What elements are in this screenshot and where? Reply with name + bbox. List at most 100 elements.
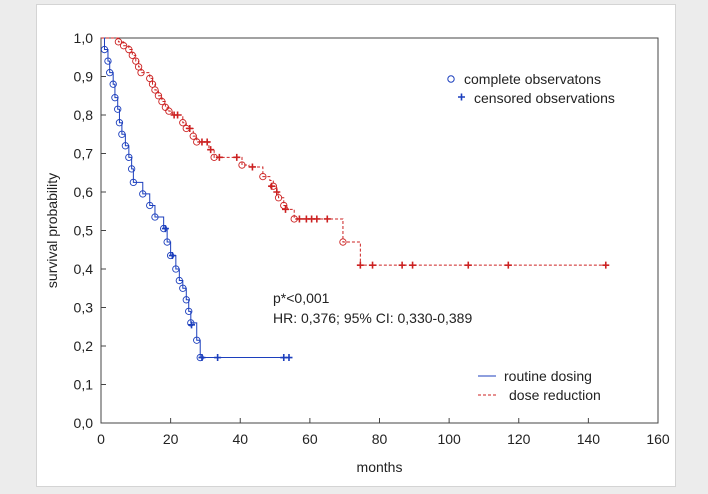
censored-observation-marker xyxy=(273,188,281,196)
censored-observation-marker xyxy=(188,321,196,329)
censored-observation-marker xyxy=(398,261,406,269)
censored-observation-marker xyxy=(248,163,256,171)
legend-dose-reduction-label: dose reduction xyxy=(509,387,601,403)
legend-complete-label: complete observatons xyxy=(464,71,601,87)
y-tick-label: 0,0 xyxy=(74,415,94,431)
complete-observation-marker xyxy=(179,284,187,292)
complete-observation-marker xyxy=(175,276,183,285)
complete-observation-marker xyxy=(165,107,173,115)
legend-complete-marker-icon xyxy=(447,75,455,83)
complete-observation-marker xyxy=(238,161,246,169)
x-tick-label: 20 xyxy=(163,431,179,447)
complete-observation-marker xyxy=(189,132,197,140)
complete-observation-marker xyxy=(109,80,117,88)
complete-observation-marker xyxy=(259,172,267,181)
complete-observation-marker xyxy=(115,119,124,127)
complete-observation-marker xyxy=(139,190,147,198)
censored-observation-marker xyxy=(282,205,290,213)
complete-observation-marker xyxy=(274,194,283,202)
censored-observation-marker xyxy=(323,215,331,223)
complete-observation-marker xyxy=(185,307,193,315)
censored-observation-marker xyxy=(602,261,610,269)
complete-observation-marker xyxy=(119,42,128,50)
axes: 0 20 40 60 80 100 120 140 160 0,0 0,1 0,2 0,3 0,4 0,5 0… xyxy=(74,30,670,447)
censored-observation-marker xyxy=(285,354,293,362)
censored-observation-marker xyxy=(168,252,176,260)
x-tick-label: 140 xyxy=(577,431,601,447)
censored-observation-marker xyxy=(313,215,321,223)
x-tick-label: 60 xyxy=(302,431,318,447)
series-legend: routine dosing dose reduction xyxy=(478,368,601,403)
y-tick-label: 0,4 xyxy=(74,261,94,277)
complete-observation-marker xyxy=(132,57,140,65)
censored-observation-marker xyxy=(268,182,276,190)
censored-observation-marker xyxy=(207,146,215,154)
x-tick-label: 0 xyxy=(97,431,105,447)
censored-observation-marker xyxy=(464,261,472,269)
complete-observation-marker xyxy=(154,92,163,100)
complete-observation-marker xyxy=(163,238,171,246)
complete-observation-marker xyxy=(128,51,136,59)
complete-observation-marker xyxy=(118,130,126,138)
y-tick-label: 0,8 xyxy=(74,107,94,123)
p-value-annotation: p*<0,001 xyxy=(273,290,330,306)
censored-observation-marker xyxy=(174,111,182,119)
y-tick-label: 0,7 xyxy=(74,146,94,162)
censored-observation-marker xyxy=(409,261,417,269)
complete-observation-marker xyxy=(151,213,159,221)
series-layer xyxy=(100,37,610,362)
x-tick-label: 160 xyxy=(646,431,670,447)
y-tick-label: 0,6 xyxy=(74,184,94,200)
y-tick-label: 0,5 xyxy=(74,223,94,239)
complete-observation-marker xyxy=(106,69,114,77)
x-tick-label: 120 xyxy=(507,431,531,447)
complete-observation-marker xyxy=(121,142,130,150)
complete-observation-marker xyxy=(146,74,154,83)
series-dose-reduction xyxy=(101,37,610,269)
x-tick-label: 100 xyxy=(437,431,461,447)
complete-observation-marker xyxy=(182,296,190,304)
censored-observation-marker xyxy=(356,261,364,269)
complete-observation-marker xyxy=(100,45,109,54)
y-tick-label: 0,2 xyxy=(74,338,94,354)
legend-censored-label: censored observations xyxy=(474,90,615,106)
chart-panel: 0 20 40 60 80 100 120 140 160 0,0 0,1 0,2 0,3 0,4 0,5 0… xyxy=(36,4,676,487)
censored-observation-marker xyxy=(215,153,223,161)
complete-observation-marker xyxy=(146,201,154,210)
legend-censored-marker-icon xyxy=(458,93,465,101)
complete-observation-marker xyxy=(179,119,187,127)
x-tick-label: 80 xyxy=(372,431,388,447)
survival-chart: 0 20 40 60 80 100 120 140 160 0,0 0,1 0,2 0,3 0,4 0,5 0… xyxy=(44,30,670,475)
complete-observation-marker xyxy=(339,238,347,246)
censored-observation-marker xyxy=(214,354,222,362)
complete-observation-marker xyxy=(193,336,201,344)
censored-observation-marker xyxy=(295,215,303,223)
y-tick-label: 1,0 xyxy=(74,30,94,46)
censored-observation-marker xyxy=(369,261,377,269)
censored-observation-marker xyxy=(198,354,206,362)
complete-observation-marker xyxy=(127,165,136,173)
complete-observation-marker xyxy=(125,45,133,54)
y-tick-label: 0,1 xyxy=(74,377,94,393)
y-tick-label: 0,3 xyxy=(74,300,94,316)
complete-observation-marker xyxy=(151,86,159,94)
plot-area xyxy=(100,37,659,424)
complete-observation-marker xyxy=(111,94,119,102)
complete-observation-marker xyxy=(114,38,123,46)
complete-observation-marker xyxy=(137,69,145,77)
complete-observation-marker xyxy=(104,57,112,65)
complete-observation-marker xyxy=(125,153,133,162)
y-tick-label: 0,9 xyxy=(74,69,94,85)
series-routine-dosing xyxy=(100,37,293,362)
censored-observation-marker xyxy=(203,138,211,146)
censored-observation-marker xyxy=(161,225,169,233)
censored-observation-marker xyxy=(186,124,194,132)
censored-observation-marker xyxy=(504,261,512,269)
y-axis-label: survival probability xyxy=(44,173,60,288)
complete-observation-marker xyxy=(172,265,180,273)
x-tick-label: 40 xyxy=(232,431,248,447)
complete-observation-marker xyxy=(114,105,122,113)
legend-routine-dosing-label: routine dosing xyxy=(504,368,592,384)
complete-observation-marker xyxy=(158,97,166,106)
censored-observation-marker xyxy=(233,153,241,161)
